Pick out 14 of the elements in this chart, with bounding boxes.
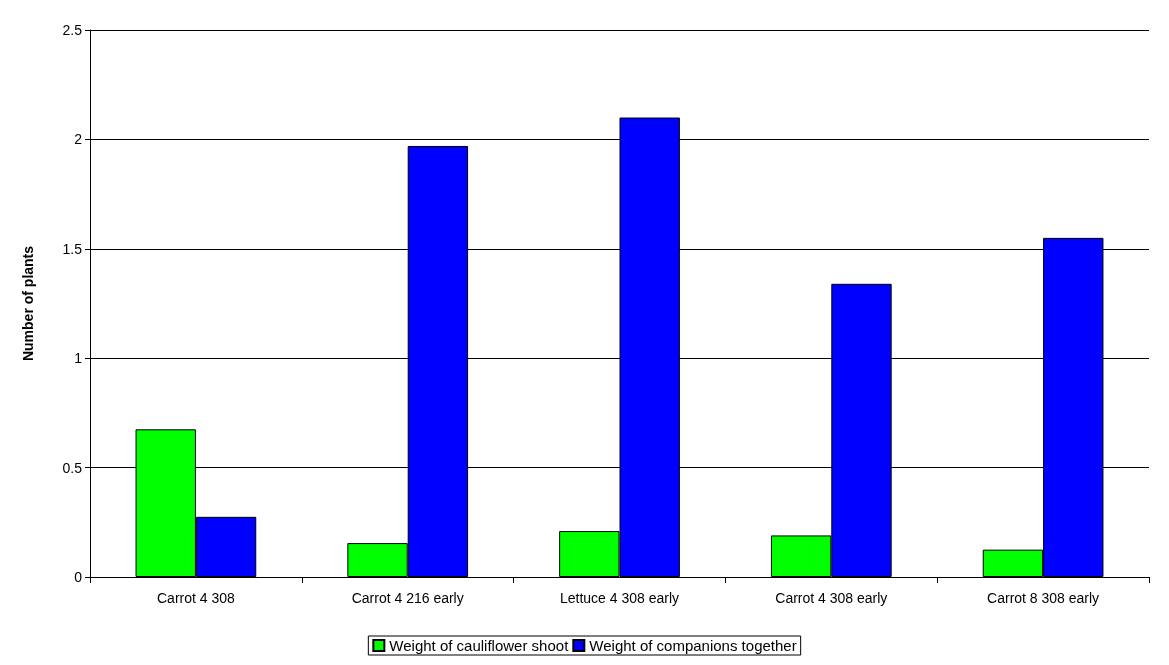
x-tick-label: Carrot 4 216 early [351, 590, 464, 606]
x-tick-label: Carrot 8 308 early [987, 590, 1100, 606]
legend-label: Weight of cauliflower shoot [389, 637, 570, 654]
y-axis-title: Number of plants [20, 245, 36, 362]
y-tick-label: 1 [74, 350, 83, 367]
y-tick-label: 2.5 [62, 22, 83, 38]
y-tick-label: 2 [74, 131, 83, 148]
x-tick-label: Carrot 4 308 early [775, 590, 888, 606]
y-tick-label: 1.5 [62, 240, 83, 257]
x-tick-label: Lettuce 4 308 early [559, 590, 680, 606]
y-tick-label: 0.5 [62, 459, 83, 476]
y-tick-label: 0 [74, 569, 83, 585]
legend-label: Weight of companions together [589, 637, 797, 654]
x-tick-label: Carrot 4 308 [156, 590, 236, 606]
